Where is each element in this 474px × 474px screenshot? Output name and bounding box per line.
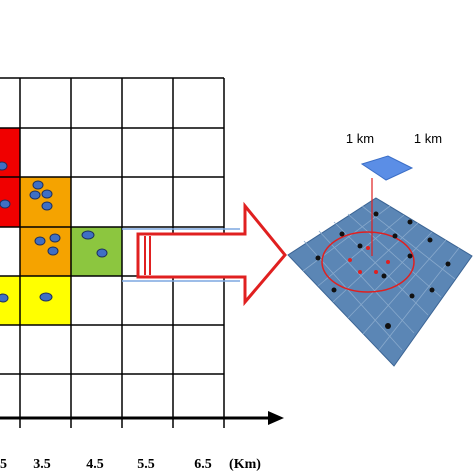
- tick-label: 3.5: [33, 457, 51, 472]
- axis-unit: (Km): [229, 457, 261, 472]
- tile-label: 1 km: [346, 131, 374, 146]
- tick-label: 4.5: [86, 457, 104, 472]
- points: [0, 161, 108, 303]
- tick-label: 6.5: [194, 457, 212, 472]
- grid: [0, 77, 225, 418]
- axis-arrow: [268, 411, 284, 425]
- tick-label: 5: [0, 457, 7, 472]
- transform-arrow: [136, 201, 287, 307]
- cell-yellow: [0, 276, 71, 325]
- tile: [360, 155, 414, 181]
- tick-label: 5.5: [137, 457, 155, 472]
- surface: [287, 178, 473, 367]
- tile-label: 1 km: [414, 131, 442, 146]
- cell-green: [71, 227, 122, 276]
